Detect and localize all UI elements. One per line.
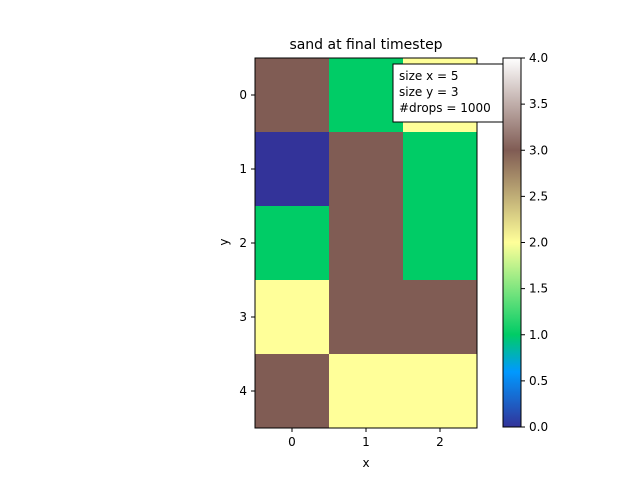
heatmap-cell-r4-c0 bbox=[255, 354, 330, 429]
annotation-line-size-y: size y = 3 bbox=[399, 85, 459, 99]
colorbar-tick-label: 1.0 bbox=[529, 328, 548, 342]
colorbar-tick-label: 3.5 bbox=[529, 97, 548, 111]
heatmap-cell-r2-c2 bbox=[403, 206, 478, 281]
colorbar-tick-label: 3.0 bbox=[529, 143, 548, 157]
colorbar-tick-label: 0.5 bbox=[529, 374, 548, 388]
heatmap-cell-r3-c0 bbox=[255, 280, 330, 355]
colorbar-tick-label: 1.5 bbox=[529, 282, 548, 296]
heatmap-cell-r3-c1 bbox=[329, 280, 404, 355]
heatmap-cell-r4-c2 bbox=[403, 354, 478, 429]
y-tick-label: 1 bbox=[239, 162, 247, 176]
y-axis-ticks: 0 1 2 3 4 bbox=[239, 88, 255, 398]
colorbar-gradient bbox=[503, 58, 521, 427]
annotation-line-drops: #drops = 1000 bbox=[399, 101, 491, 115]
heatmap-cell-r1-c1 bbox=[329, 132, 404, 207]
y-tick-label: 4 bbox=[239, 384, 247, 398]
heatmap-cell-r4-c1 bbox=[329, 354, 404, 429]
y-tick-label: 0 bbox=[239, 88, 247, 102]
annotation-line-size-x: size x = 5 bbox=[399, 69, 459, 83]
colorbar-tick-label: 2.5 bbox=[529, 189, 548, 203]
colorbar-tick-label: 2.0 bbox=[529, 236, 548, 250]
heatmap-cells bbox=[254, 57, 478, 429]
y-tick-label: 2 bbox=[239, 236, 247, 250]
colorbar-tick-label: 4.0 bbox=[529, 51, 548, 65]
x-tick-label: 2 bbox=[436, 435, 444, 449]
heatmap-cell-r0-c0 bbox=[255, 58, 330, 133]
heatmap-cell-r1-c2 bbox=[403, 132, 478, 207]
y-axis-label: y bbox=[217, 238, 231, 245]
info-annotation-box: size x = 5 size y = 3 #drops = 1000 bbox=[392, 63, 503, 123]
x-axis-ticks: 0 1 2 bbox=[288, 428, 444, 449]
chart-title: sand at final timestep bbox=[289, 37, 442, 53]
heatmap-cell-r2-c0 bbox=[255, 206, 330, 281]
y-tick-label: 3 bbox=[239, 310, 247, 324]
heatmap-cell-r2-c1 bbox=[329, 206, 404, 281]
x-axis-label: x bbox=[362, 456, 369, 470]
x-tick-label: 1 bbox=[362, 435, 370, 449]
annotation-background bbox=[392, 63, 503, 123]
colorbar-ticks: 0.0 0.5 1.0 1.5 2.0 2.5 3.0 3.5 4.0 bbox=[521, 51, 548, 434]
heatmap-cell-r0-c1 bbox=[329, 58, 404, 133]
colorbar-tick-label: 0.0 bbox=[529, 420, 548, 434]
heatmap-cell-r3-c2 bbox=[403, 280, 478, 355]
x-tick-label: 0 bbox=[288, 435, 296, 449]
heatmap-cell-r1-c0 bbox=[255, 132, 330, 207]
